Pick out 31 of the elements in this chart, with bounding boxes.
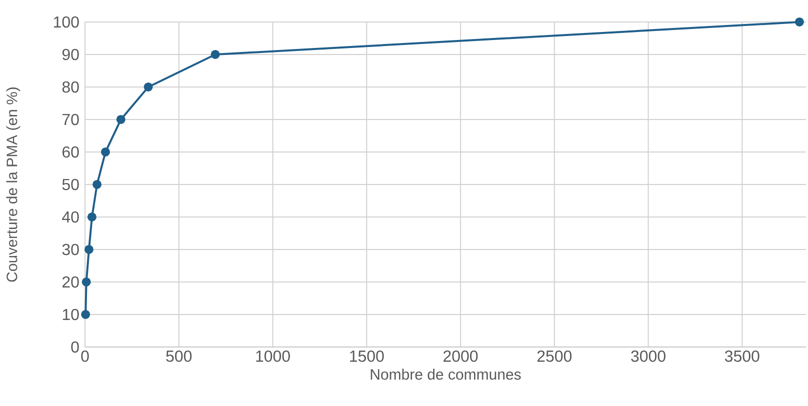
point [794, 17, 804, 26]
point [116, 114, 126, 124]
point [84, 244, 94, 254]
y-tick-label: 90 [62, 48, 79, 60]
x-tick-label: 1000 [256, 350, 290, 362]
y-tick-label: 30 [62, 244, 79, 256]
point [92, 180, 102, 189]
y-tick-label: 0 [71, 341, 79, 353]
x-tick-label: 1500 [350, 350, 384, 362]
point [81, 310, 90, 319]
point [100, 147, 110, 156]
x-tick-label: 2500 [537, 350, 572, 362]
point [87, 212, 96, 222]
y-axis-title: Couverture de la PMA (en %) [6, 88, 20, 282]
y-tick-label: 70 [62, 114, 79, 126]
y-tick-label: 80 [62, 81, 79, 93]
y-tick-label: 20 [62, 276, 79, 288]
x-tick-label: 3500 [724, 350, 760, 362]
x-axis-title: Nombre de communes [370, 368, 521, 380]
y-tick-label: 10 [62, 308, 79, 320]
y-tick-label: 50 [62, 178, 79, 190]
y-tick-label: 40 [62, 211, 79, 223]
y-tick-label: 100 [54, 16, 79, 28]
x-tick-label: 2000 [444, 350, 478, 362]
point [82, 277, 91, 286]
point [144, 82, 153, 92]
x-tick-label: 500 [166, 350, 192, 362]
x-tick-label: 3000 [631, 350, 666, 362]
point [210, 50, 220, 59]
x-tick-label: 0 [81, 350, 89, 362]
y-tick-label: 60 [62, 146, 79, 158]
